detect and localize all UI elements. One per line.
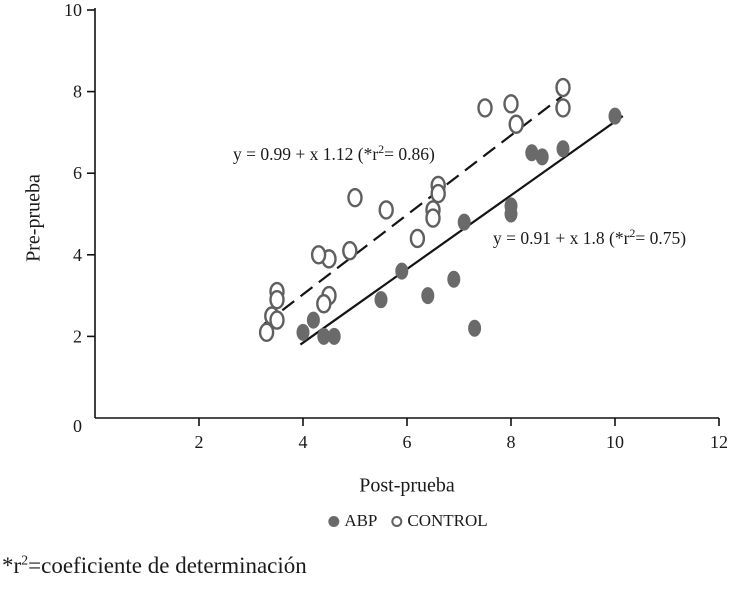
data-point-abp [296,323,310,341]
data-point-abp [395,262,409,280]
data-point-abp [535,148,549,166]
equation-control: y = 0.99 + x 1.12 (*r2= 0.86) [233,142,435,165]
x-tick-label: 8 [507,432,516,452]
data-point-abp [421,287,435,305]
y-tick-label: 4 [73,245,82,265]
data-point-control [316,294,332,314]
data-point-control [347,187,363,208]
x-tick-label: 6 [403,432,412,452]
legend-label-control: CONTROL [407,511,488,530]
origin-label: 0 [73,416,82,436]
data-point-control [409,228,426,249]
equation-control-sup: 2 [378,142,385,157]
y-tick-label: 6 [73,163,82,183]
control-open-marker-icon [391,515,403,527]
data-point-abp [556,140,570,158]
x-tick-label: 2 [195,432,204,452]
equation-abp-sup: 2 [629,226,636,241]
x-axis-title: Post-prueba [359,474,455,497]
data-point-control [555,77,571,98]
y-tick-label: 8 [73,82,82,102]
x-tick-label: 10 [606,432,624,452]
data-point-control [555,98,571,118]
legend-item-control: CONTROL [391,511,488,531]
x-tick-label: 4 [299,432,308,452]
data-point-control [477,98,493,118]
data-point-abp [327,327,341,345]
equation-control-text: y = 0.99 + x 1.12 (*r [233,144,379,164]
data-point-control [269,289,285,310]
legend-label-abp: ABP [344,511,378,530]
data-point-control [430,183,446,204]
legend: ABP CONTROL [328,511,488,531]
footnote-sup: 2 [21,553,29,569]
y-axis-title: Pre-prueba [22,174,45,262]
data-point-control [503,94,519,114]
data-point-abp [317,327,331,345]
data-point-control [269,310,285,330]
data-point-control [342,241,358,261]
data-point-control [378,200,394,220]
x-tick-label: 12 [710,432,728,452]
y-tick-label: 2 [73,326,82,346]
data-point-abp [457,213,471,231]
equation-control-rest: = 0.86) [384,144,435,164]
data-point-control [258,322,275,343]
data-point-abp [447,270,461,288]
data-point-control [508,114,524,134]
trendline-control [263,90,569,326]
footnote: *r2=coeficiente de determinación [2,553,307,579]
data-point-abp [374,291,388,309]
data-point-control [310,245,327,265]
footnote-rest: =coeficiente de determinación [28,553,307,578]
legend-item-abp: ABP [328,511,377,531]
abp-filled-marker-icon [328,515,340,527]
data-point-abp [306,311,320,329]
equation-abp-rest: = 0.75) [635,228,687,248]
data-point-control [425,208,441,228]
y-tick-label: 10 [64,0,82,20]
equation-abp: y = 0.91 + x 1.8 (*r2= 0.75) [493,226,687,249]
trendline-abp [299,115,624,346]
data-point-abp [504,205,518,223]
data-point-abp [468,319,482,337]
data-point-abp [608,107,622,125]
equation-abp-text: y = 0.91 + x 1.8 (*r [493,228,630,248]
footnote-text: *r [2,553,22,578]
data-point-abp [525,144,539,162]
